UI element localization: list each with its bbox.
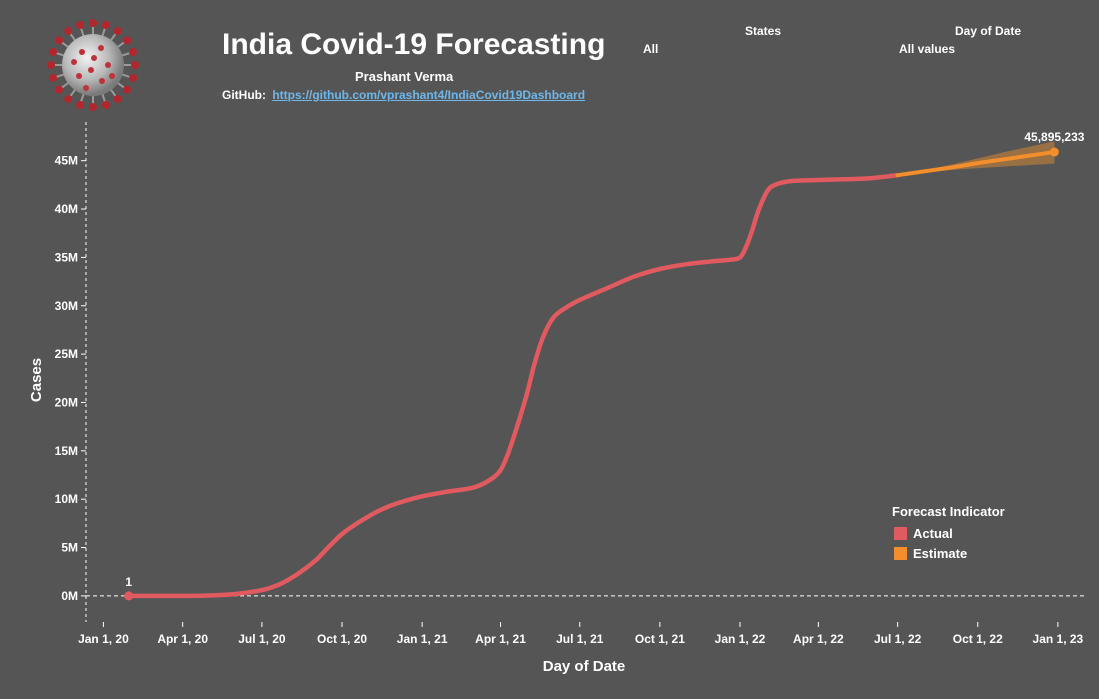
x-tick-label: Jul 1, 21 xyxy=(556,632,604,646)
actual-start-point xyxy=(124,591,134,601)
y-tick-label: 20M xyxy=(55,395,78,409)
x-tick-label: Apr 1, 21 xyxy=(475,632,526,646)
virus-spike-tip xyxy=(131,61,139,69)
virus-spike-tip xyxy=(49,73,58,82)
y-tick-label: 0M xyxy=(61,589,78,603)
x-tick-label: Jan 1, 21 xyxy=(397,632,448,646)
x-tick-label: Oct 1, 21 xyxy=(635,632,685,646)
virus-surface-dot xyxy=(91,55,97,61)
data-label-end: 45,895,233 xyxy=(1024,130,1084,144)
virus-surface-dot xyxy=(76,73,82,79)
virus-spike-tip xyxy=(89,103,97,111)
legend-swatch-estimate xyxy=(894,546,907,560)
y-tick-label: 10M xyxy=(55,492,78,506)
data-label-start: 1 xyxy=(125,575,132,589)
x-tick-label: Jan 1, 23 xyxy=(1033,632,1084,646)
legend-item-estimate[interactable]: Estimate xyxy=(892,543,1005,563)
legend-label-actual: Actual xyxy=(913,525,953,541)
virus-surface-dot xyxy=(109,73,115,79)
legend-item-actual[interactable]: Actual xyxy=(892,523,1005,543)
x-tick-label: Apr 1, 22 xyxy=(793,632,844,646)
estimate-end-point xyxy=(1049,147,1059,157)
legend-label-estimate: Estimate xyxy=(913,545,968,561)
virus-spike-tip xyxy=(64,27,73,36)
x-tick-label: Jul 1, 22 xyxy=(874,632,922,646)
virus-spike-tip xyxy=(76,21,85,30)
date-filter-value[interactable]: All values xyxy=(899,42,956,56)
states-filter-value[interactable]: All xyxy=(643,42,659,56)
github-link[interactable]: https://github.com/vprashant4/IndiaCovid… xyxy=(272,88,586,102)
author-name: Prashant Verma xyxy=(355,69,454,84)
virus-spike-tip xyxy=(128,73,137,82)
x-tick-label: Jan 1, 22 xyxy=(715,632,766,646)
github-line: GitHub: https://github.com/vprashant4/In… xyxy=(222,88,585,102)
y-tick-label: 30M xyxy=(55,299,78,313)
virus-spike-tip xyxy=(113,94,122,103)
legend-swatch-actual xyxy=(894,526,907,540)
virus-surface-dot xyxy=(79,49,85,55)
virus-spikes xyxy=(47,19,139,111)
states-filter-label: States xyxy=(745,24,782,38)
y-tick-label: 5M xyxy=(61,541,78,555)
y-tick-label: 35M xyxy=(55,250,78,264)
virus-spike-tip xyxy=(101,100,110,109)
virus-surface-dots xyxy=(71,45,115,91)
x-tick-label: Oct 1, 20 xyxy=(317,632,367,646)
x-tick-label: Apr 1, 20 xyxy=(157,632,208,646)
y-axis: 0M 5M 10M 15M 20M 25M 30M 35M 40M 45M Cases xyxy=(28,122,1084,622)
virus-surface-dot xyxy=(105,62,111,68)
series-line-actual xyxy=(126,172,900,599)
virus-surface-dot xyxy=(71,59,77,65)
page-title: India Covid-19 Forecasting xyxy=(222,28,606,61)
legend-title: Forecast Indicator xyxy=(892,504,1005,519)
date-filter-label: Day of Date xyxy=(955,24,1022,38)
y-tick-label: 40M xyxy=(55,202,78,216)
virus-surface-dot xyxy=(83,85,89,91)
x-tick-label: Oct 1, 22 xyxy=(953,632,1003,646)
x-axis-title: Day of Date xyxy=(543,658,626,675)
virus-spike-tip xyxy=(55,85,64,94)
series-line-estimate xyxy=(895,150,1057,178)
virus-surface-dot xyxy=(98,45,104,51)
plot-area xyxy=(124,141,1059,601)
virus-spike-tip xyxy=(128,48,137,57)
virus-spike-tip xyxy=(47,61,55,69)
virus-spike-tip xyxy=(64,94,73,103)
virus-spike-tip xyxy=(76,100,85,109)
virus-spike-tip xyxy=(122,85,131,94)
y-axis-title: Cases xyxy=(28,358,45,402)
chart-labels: 1 45,895,233 xyxy=(125,130,1084,589)
virus-spike-tip xyxy=(113,27,122,36)
forecast-confidence-band xyxy=(897,141,1055,176)
virus-surface-dot xyxy=(88,67,94,73)
virus-spike-tip xyxy=(122,36,131,45)
coronavirus-icon xyxy=(47,19,139,111)
virus-spike-tip xyxy=(89,19,97,27)
x-tick-label: Jan 1, 20 xyxy=(78,632,129,646)
y-tick-label: 25M xyxy=(55,347,78,361)
x-tick-label: Jul 1, 20 xyxy=(238,632,286,646)
virus-spike-tip xyxy=(55,36,64,45)
virus-spike-tip xyxy=(49,48,58,57)
y-tick-label: 15M xyxy=(55,444,78,458)
github-label: GitHub: xyxy=(222,88,266,102)
virus-spike-tip xyxy=(101,21,110,30)
legend: Forecast Indicator Actual Estimate xyxy=(892,504,1005,563)
x-axis: Jan 1, 20 Apr 1, 20 Jul 1, 20 Oct 1, 20 Jan … xyxy=(78,622,1084,675)
virus-surface-dot xyxy=(99,78,105,84)
y-tick-label: 45M xyxy=(55,154,78,168)
